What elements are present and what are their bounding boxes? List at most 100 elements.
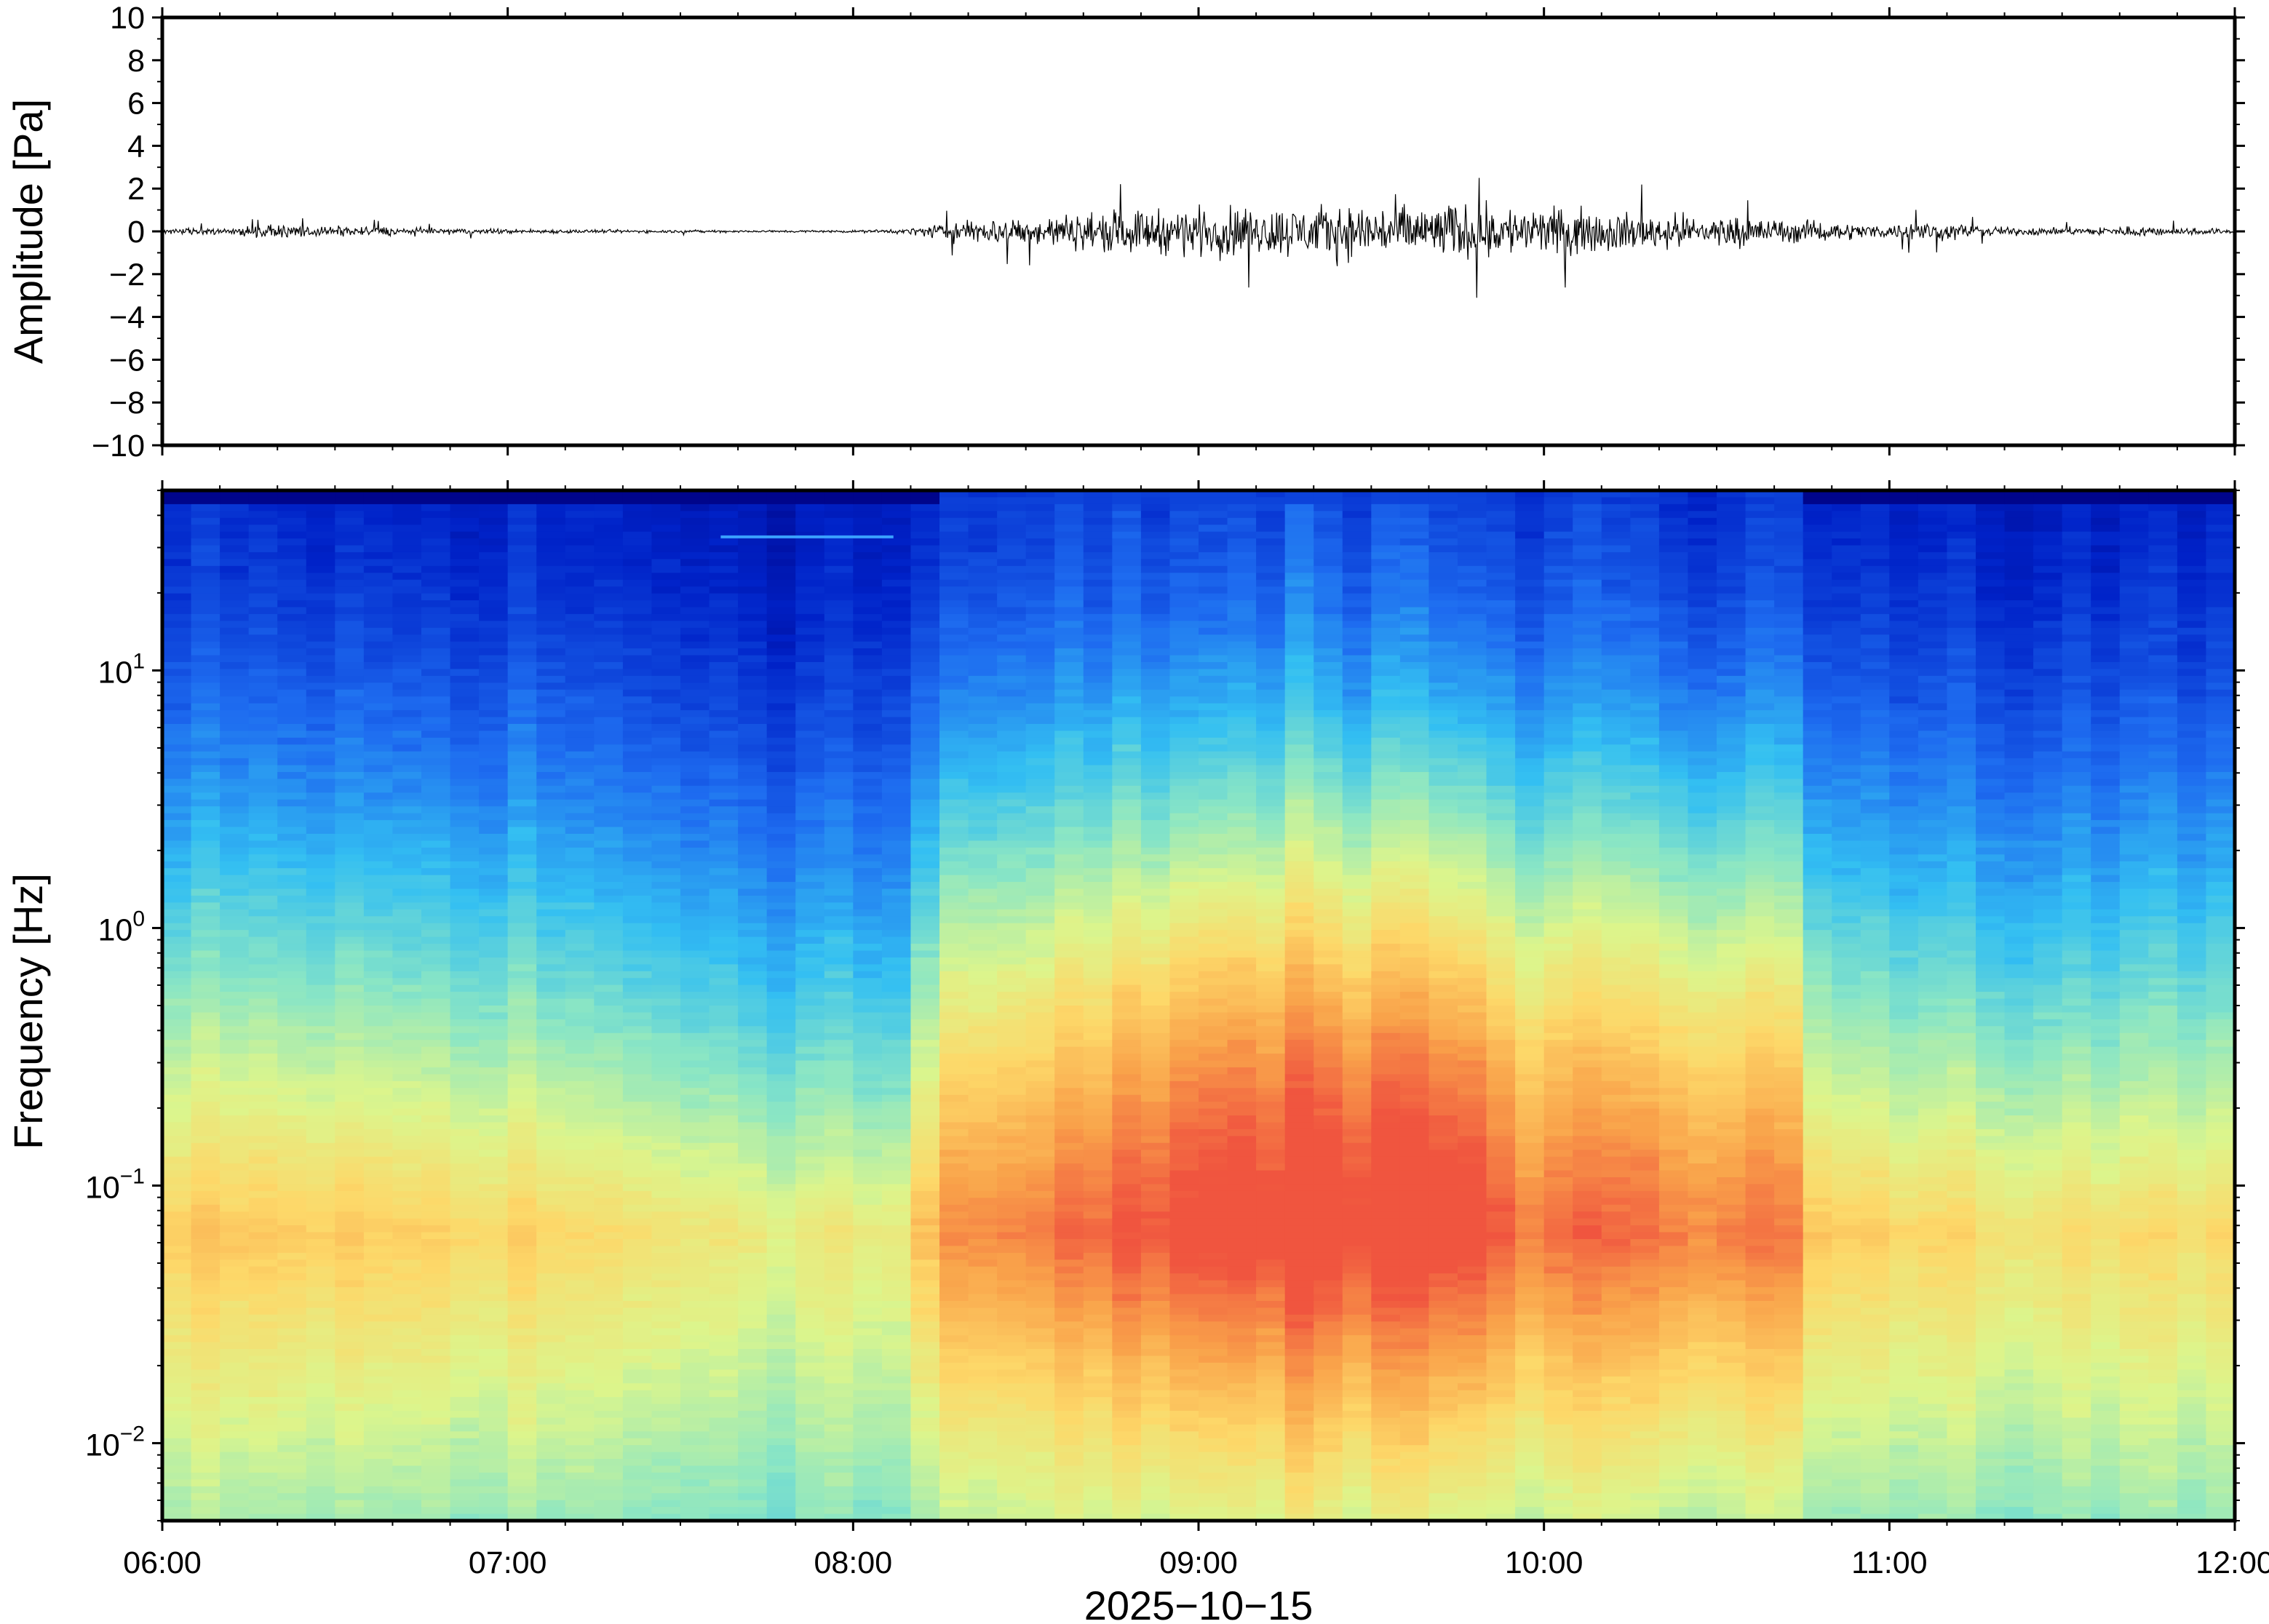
spectrogram-cell bbox=[910, 689, 940, 697]
spectrogram-cell bbox=[162, 792, 192, 800]
spectrogram-cell bbox=[738, 1362, 768, 1370]
spectrogram-cell bbox=[421, 538, 451, 546]
spectrogram-cell bbox=[824, 1390, 854, 1398]
spectrogram-cell bbox=[824, 1445, 854, 1453]
spectrogram-cell bbox=[565, 792, 595, 800]
spectrogram-cell bbox=[421, 923, 451, 931]
spectrogram-cell bbox=[997, 627, 1027, 635]
spectrogram-cell bbox=[248, 1184, 278, 1192]
spectrogram-cell bbox=[565, 936, 595, 944]
spectrogram-cell bbox=[910, 1156, 940, 1164]
spectrogram-cell bbox=[997, 1054, 1027, 1062]
spectrogram-cell bbox=[248, 779, 278, 787]
spectrogram-cell bbox=[1083, 662, 1113, 670]
spectrogram-cell bbox=[363, 1198, 394, 1206]
spectrogram-cell bbox=[306, 1115, 335, 1123]
spectrogram-cell bbox=[277, 1266, 307, 1274]
spectrogram-cell bbox=[363, 1472, 394, 1480]
spectrogram-cell bbox=[824, 1507, 854, 1515]
spectrogram-cell bbox=[335, 511, 365, 519]
spectrogram-cell bbox=[565, 1376, 595, 1384]
spectrogram-cell bbox=[565, 909, 595, 917]
spectrogram-cell bbox=[910, 1294, 940, 1302]
spectrogram-cell bbox=[421, 936, 451, 944]
spectrogram-cell bbox=[479, 1356, 509, 1364]
spectrogram-cell bbox=[277, 648, 307, 656]
spectrogram-cell bbox=[565, 1246, 595, 1254]
spectrogram-cell bbox=[939, 1431, 969, 1439]
spectrogram-cell bbox=[939, 613, 969, 621]
spectrogram-cell bbox=[450, 1486, 480, 1494]
spectrogram-cell bbox=[968, 559, 998, 567]
spectrogram-cell bbox=[248, 675, 278, 683]
spectrogram-cell bbox=[766, 710, 796, 718]
spectrogram-cell bbox=[450, 964, 480, 972]
spectrogram-cell bbox=[738, 964, 768, 972]
spectrogram-cell bbox=[881, 1054, 912, 1062]
spectrogram-cell bbox=[335, 868, 365, 876]
spectrogram-cell bbox=[507, 1150, 537, 1158]
spectrogram-cell bbox=[248, 909, 278, 917]
spectrogram-cell bbox=[306, 511, 335, 519]
spectrogram-cell bbox=[968, 565, 998, 573]
spectrogram-cell bbox=[191, 696, 220, 704]
spectrogram-cell bbox=[392, 854, 422, 862]
spectrogram-cell bbox=[766, 1493, 796, 1501]
spectrogram-cell bbox=[622, 517, 653, 525]
spectrogram-cell bbox=[220, 909, 250, 917]
spectrogram-cell bbox=[421, 861, 451, 869]
spectrogram-cell bbox=[622, 992, 653, 1000]
spectrogram-cell bbox=[1025, 1294, 1055, 1302]
spectrogram-cell bbox=[536, 1349, 566, 1357]
spectrogram-cell bbox=[881, 1266, 912, 1274]
spectrogram-cell bbox=[709, 662, 739, 670]
spectrogram-cell bbox=[392, 950, 422, 958]
spectrogram-cell bbox=[651, 827, 681, 835]
spectrogram-cell bbox=[680, 1019, 710, 1027]
spectrogram-cell bbox=[363, 779, 394, 787]
spectrogram-cell bbox=[766, 1452, 796, 1460]
spectrogram-cell bbox=[594, 682, 624, 690]
spectrogram-cell bbox=[1025, 799, 1055, 807]
spectrogram-cell bbox=[968, 792, 998, 800]
spectrogram-cell bbox=[248, 1218, 278, 1226]
spectrogram-cell bbox=[968, 1170, 998, 1178]
spectrogram-cell bbox=[363, 744, 394, 752]
spectrogram-cell bbox=[910, 511, 940, 519]
spectrogram-cell bbox=[594, 902, 624, 910]
spectrogram-cell bbox=[363, 552, 394, 560]
spectrogram-cell bbox=[709, 607, 739, 615]
spectrogram-cell bbox=[306, 545, 335, 553]
spectrogram-cell bbox=[421, 1328, 451, 1336]
spectrogram-cell bbox=[881, 1184, 912, 1192]
spectrogram-cell bbox=[220, 737, 250, 745]
spectrogram-cell bbox=[1025, 895, 1055, 903]
spectrogram-cell bbox=[248, 1507, 278, 1515]
spectrogram-cell bbox=[795, 675, 825, 683]
spectrogram-cell bbox=[507, 689, 537, 697]
spectrogram-cell bbox=[622, 1136, 653, 1144]
spectrogram-cell bbox=[881, 613, 912, 621]
spectrogram-cell bbox=[766, 1459, 796, 1467]
spectrogram-cell bbox=[622, 1019, 653, 1027]
spectrogram-cell bbox=[738, 1445, 768, 1453]
spectrogram-cell bbox=[680, 1232, 710, 1240]
spectrogram-cell bbox=[421, 723, 451, 731]
spectrogram-cell bbox=[939, 840, 969, 848]
spectrogram-cell bbox=[191, 1493, 220, 1501]
spectrogram-cell bbox=[795, 1356, 825, 1364]
spectrogram-cell bbox=[507, 1314, 537, 1322]
spectrogram-cell bbox=[824, 1431, 854, 1439]
spectrogram-cell bbox=[479, 723, 509, 731]
spectrogram-cell bbox=[277, 971, 307, 979]
spectrogram-cell bbox=[709, 1266, 739, 1274]
spectrogram-cell bbox=[824, 565, 854, 573]
spectrogram-cell bbox=[162, 682, 192, 690]
spectrogram-cell bbox=[968, 971, 998, 979]
spectrogram-cell bbox=[507, 799, 537, 807]
spectrogram-cell bbox=[191, 565, 220, 573]
spectrogram-cell bbox=[680, 1307, 710, 1315]
spectrogram-cell bbox=[479, 634, 509, 642]
spectrogram-cell bbox=[162, 820, 192, 828]
spectrogram-cell bbox=[910, 723, 940, 731]
